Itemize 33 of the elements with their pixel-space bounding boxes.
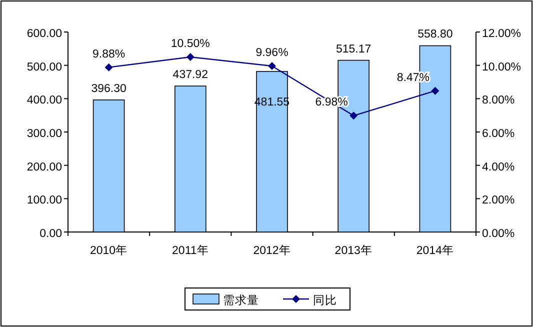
y-tick-label: 600.00	[26, 28, 62, 40]
data-label: 9.88%	[92, 48, 126, 60]
point	[104, 63, 113, 72]
point	[186, 53, 194, 61]
y-tick-label: 200.00	[26, 161, 62, 174]
point	[431, 86, 440, 95]
data-label: 515.17	[336, 43, 372, 56]
legend-label: 同比	[313, 294, 337, 307]
x-tick-label: 2012年	[253, 244, 291, 257]
x-tick-label: 2014年	[416, 244, 454, 257]
y2-tick-label: 6.00%	[482, 128, 515, 140]
y2-tick-label: 8.00%	[482, 94, 515, 107]
y-tick-label: 100.00	[26, 194, 62, 207]
point	[350, 112, 358, 120]
data-label: 558.80	[418, 28, 453, 41]
y-tick-label: 400.00	[26, 94, 62, 107]
data-label: 10.50%	[170, 38, 210, 50]
x-tick-label: 2010年	[90, 244, 128, 257]
y-tick-label: 300.00	[26, 128, 62, 140]
x-tick-label: 2011年	[172, 244, 209, 257]
data-label: 437.92	[172, 69, 208, 82]
legend-label: 需求量	[223, 294, 259, 307]
point	[268, 62, 276, 70]
data-label: 9.96%	[256, 47, 288, 59]
y-tick-label: 0.00	[40, 228, 62, 240]
y2-tick-label: 10.00%	[482, 61, 522, 74]
x-tick-label: 2013年	[334, 244, 372, 257]
y2-tick-label: 12.00%	[482, 28, 522, 40]
y2-tick-label: 2.00%	[482, 194, 515, 207]
data-label: 396.30	[91, 82, 126, 95]
y2-tick-label: 0.00%	[482, 228, 515, 240]
y-tick-label: 500.00	[26, 61, 62, 74]
y2-tick-label: 4.00%	[482, 161, 515, 174]
